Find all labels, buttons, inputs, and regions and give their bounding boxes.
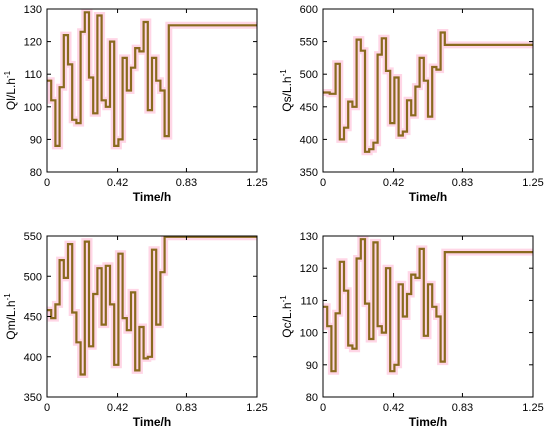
x-axis-label: Time/h xyxy=(409,190,447,204)
y-axis-label: Ql/L.h-1 xyxy=(3,70,18,110)
x-tick-label: 0.42 xyxy=(383,402,404,414)
plot-area xyxy=(47,9,257,150)
x-tick-label: 0.42 xyxy=(383,177,404,189)
chart-panel-qm: 0 0.42 0.83 1.25 350 400 450 500 550 Time/h Qm/L.h… xyxy=(3,231,268,429)
y-tick-label: 80 xyxy=(306,392,318,404)
x-tick-label: 1.25 xyxy=(522,177,543,189)
y-tick-label: 120 xyxy=(300,263,318,275)
y-axis-label: Qs/L.h-1 xyxy=(279,69,294,112)
x-tick-label: 0 xyxy=(44,177,50,189)
y-tick-label: 120 xyxy=(24,37,42,49)
x-tick-label: 1.25 xyxy=(522,402,543,414)
series-line xyxy=(47,236,257,376)
y-tick-label: 550 xyxy=(24,231,42,243)
y-tick-label: 400 xyxy=(24,352,42,364)
series-line xyxy=(47,11,257,147)
chart-panel-ql: 0 0.42 0.83 1.25 80 90 100 110 120 130 Time/h Ql/L.… xyxy=(3,4,268,204)
y-tick-label: 90 xyxy=(30,134,42,146)
y-tick-label: 90 xyxy=(306,360,318,372)
x-axis-label: Time/h xyxy=(133,415,171,429)
chart-panel-qc: 0 0.42 0.83 1.25 80 90 100 110 120 130 Time/h Qc/L.… xyxy=(279,231,544,429)
y-tick-label: 110 xyxy=(300,295,318,307)
y-tick-label: 500 xyxy=(300,69,318,81)
y-tick-label: 400 xyxy=(300,134,318,146)
x-tick-label: 0.83 xyxy=(452,402,473,414)
x-axis-label: Time/h xyxy=(409,415,447,429)
y-tick-label: 350 xyxy=(24,392,42,404)
y-tick-label: 500 xyxy=(24,271,42,283)
axes-frame xyxy=(46,8,258,173)
y-tick-label: 600 xyxy=(300,4,318,16)
x-tick-label: 0.83 xyxy=(176,402,197,414)
plot-area xyxy=(323,236,533,375)
y-tick-label: 450 xyxy=(300,102,318,114)
y-tick-label: 130 xyxy=(24,4,42,16)
y-tick-label: 550 xyxy=(300,37,318,49)
y-axis-label: Qc/L.h-1 xyxy=(279,295,294,338)
x-tick-label: 0 xyxy=(320,402,326,414)
x-tick-label: 1.25 xyxy=(246,402,267,414)
chart-panel-qs: 0 0.42 0.83 1.25 350 400 450 500 550 600 Time/h Qs/… xyxy=(279,4,544,204)
y-tick-label: 450 xyxy=(24,312,42,324)
x-tick-label: 0.83 xyxy=(176,177,197,189)
x-axis-label: Time/h xyxy=(133,190,171,204)
y-tick-label: 130 xyxy=(300,231,318,243)
series-line xyxy=(323,238,533,373)
x-tick-label: 1.25 xyxy=(246,177,267,189)
axes-frame xyxy=(322,8,534,173)
plot-area xyxy=(323,29,533,156)
plot-area xyxy=(47,236,257,378)
axes-frame xyxy=(322,235,534,398)
y-tick-label: 110 xyxy=(24,69,42,81)
x-tick-label: 0.83 xyxy=(452,177,473,189)
y-tick-label: 80 xyxy=(30,167,42,179)
y-tick-label: 100 xyxy=(300,328,318,340)
y-tick-label: 350 xyxy=(300,167,318,179)
x-tick-label: 0.42 xyxy=(107,402,128,414)
series-line xyxy=(323,31,533,153)
y-axis-label: Qm/L.h-1 xyxy=(3,293,18,340)
x-tick-label: 0 xyxy=(44,402,50,414)
x-tick-label: 0 xyxy=(320,177,326,189)
y-tick-label: 100 xyxy=(24,102,42,114)
x-tick-label: 0.42 xyxy=(107,177,128,189)
